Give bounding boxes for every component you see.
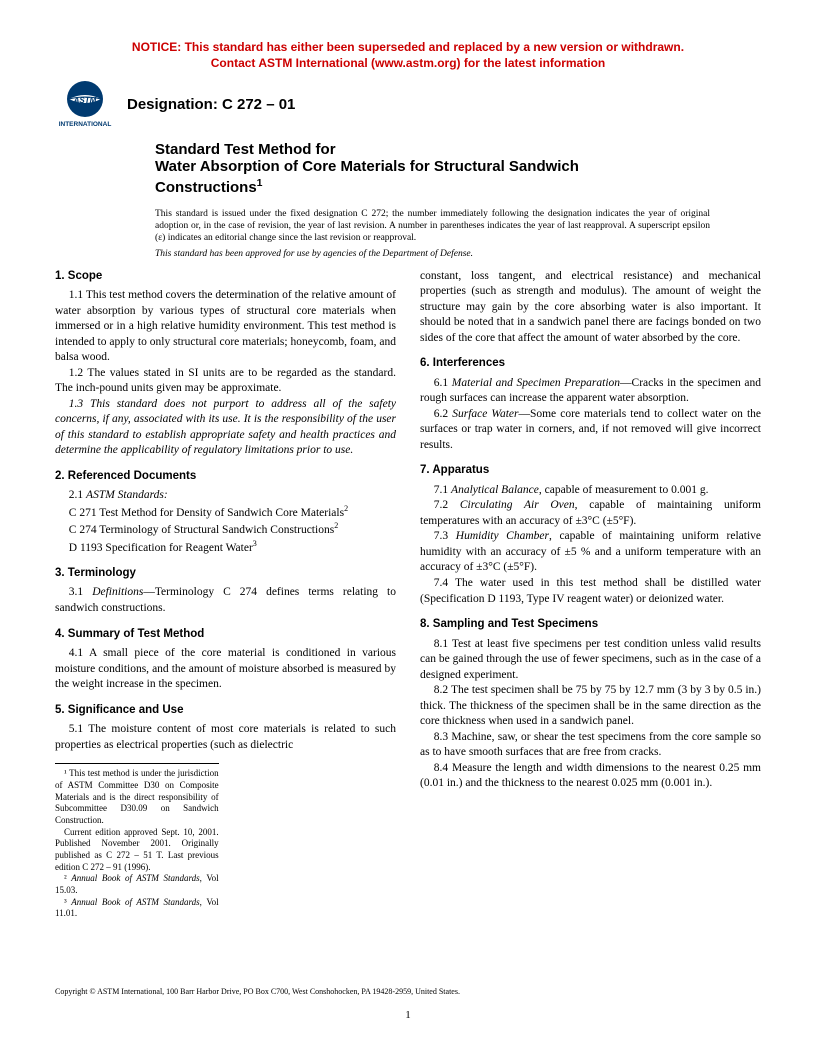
para-1-1: 1.1 This test method covers the determin… bbox=[55, 288, 396, 366]
section-4-head: 4. Summary of Test Method bbox=[55, 627, 396, 643]
page-number: 1 bbox=[0, 1009, 816, 1021]
footnotes: ¹ This test method is under the jurisdic… bbox=[55, 763, 219, 920]
title-line1: Standard Test Method for bbox=[155, 141, 761, 158]
body-columns: 1. Scope 1.1 This test method covers the… bbox=[55, 269, 761, 920]
footnote-3: ³ Annual Book of ASTM Standards, Vol 11.… bbox=[55, 897, 219, 920]
para-7-1: 7.1 Analytical Balance, capable of measu… bbox=[420, 483, 761, 499]
svg-text:ASTM: ASTM bbox=[73, 96, 97, 105]
logo-text: INTERNATIONAL bbox=[59, 121, 112, 128]
issuance-note: This standard is issued under the fixed … bbox=[155, 208, 710, 245]
notice-banner: NOTICE: This standard has either been su… bbox=[55, 40, 761, 71]
para-7-4: 7.4 The water used in this test method s… bbox=[420, 576, 761, 607]
para-6-2: 6.2 Surface Water—Some core materials te… bbox=[420, 407, 761, 454]
para-6-1: 6.1 Material and Specimen Preparation—Cr… bbox=[420, 376, 761, 407]
header-row: ASTM INTERNATIONAL Designation: C 272 – … bbox=[55, 79, 761, 129]
footnote-2: ² Annual Book of ASTM Standards, Vol 15.… bbox=[55, 873, 219, 896]
para-8-3: 8.3 Machine, saw, or shear the test spec… bbox=[420, 730, 761, 761]
para-7-2: 7.2 Circulating Air Oven, capable of mai… bbox=[420, 498, 761, 529]
para-1-3: 1.3 This standard does not purport to ad… bbox=[55, 397, 396, 459]
ref-d1193: D 1193 Specification for Reagent Water3 bbox=[55, 539, 396, 556]
title-line2: Water Absorption of Core Materials for S… bbox=[155, 158, 761, 198]
para-8-1: 8.1 Test at least five specimens per tes… bbox=[420, 637, 761, 684]
section-8-head: 8. Sampling and Test Specimens bbox=[420, 617, 761, 633]
notice-line2: Contact ASTM International (www.astm.org… bbox=[211, 56, 605, 70]
notice-line1: NOTICE: This standard has either been su… bbox=[132, 40, 684, 54]
para-5-1: 5.1 The moisture content of most core ma… bbox=[55, 722, 396, 753]
ref-c274: C 274 Terminology of Structural Sandwich… bbox=[55, 521, 396, 538]
title-block: Standard Test Method for Water Absorptio… bbox=[155, 141, 761, 198]
section-5-head: 5. Significance and Use bbox=[55, 703, 396, 719]
footnote-1: ¹ This test method is under the jurisdic… bbox=[55, 768, 219, 826]
para-8-2: 8.2 The test specimen shall be 75 by 75 … bbox=[420, 683, 761, 730]
para-1-2: 1.2 The values stated in SI units are to… bbox=[55, 366, 396, 397]
designation: Designation: C 272 – 01 bbox=[127, 96, 295, 113]
dod-approved-note: This standard has been approved for use … bbox=[155, 249, 710, 259]
page: NOTICE: This standard has either been su… bbox=[0, 0, 816, 1056]
copyright-line: Copyright © ASTM International, 100 Barr… bbox=[55, 987, 460, 996]
ref-c271: C 271 Test Method for Density of Sandwic… bbox=[55, 504, 396, 521]
para-4-1: 4.1 A small piece of the core material i… bbox=[55, 646, 396, 693]
astm-logo: ASTM INTERNATIONAL bbox=[55, 79, 115, 129]
para-5-1-cont: constant, loss tangent, and electrical r… bbox=[420, 269, 761, 347]
footnote-1b: Current edition approved Sept. 10, 2001.… bbox=[55, 827, 219, 874]
para-2-1: 2.1 ASTM Standards: bbox=[55, 488, 396, 504]
section-1-head: 1. Scope bbox=[55, 269, 396, 285]
para-7-3: 7.3 Humidity Chamber, capable of maintai… bbox=[420, 529, 761, 576]
section-6-head: 6. Interferences bbox=[420, 356, 761, 372]
section-7-head: 7. Apparatus bbox=[420, 463, 761, 479]
para-8-4: 8.4 Measure the length and width dimensi… bbox=[420, 761, 761, 792]
section-3-head: 3. Terminology bbox=[55, 566, 396, 582]
section-2-head: 2. Referenced Documents bbox=[55, 469, 396, 485]
para-3-1: 3.1 Definitions—Terminology C 274 define… bbox=[55, 585, 396, 616]
